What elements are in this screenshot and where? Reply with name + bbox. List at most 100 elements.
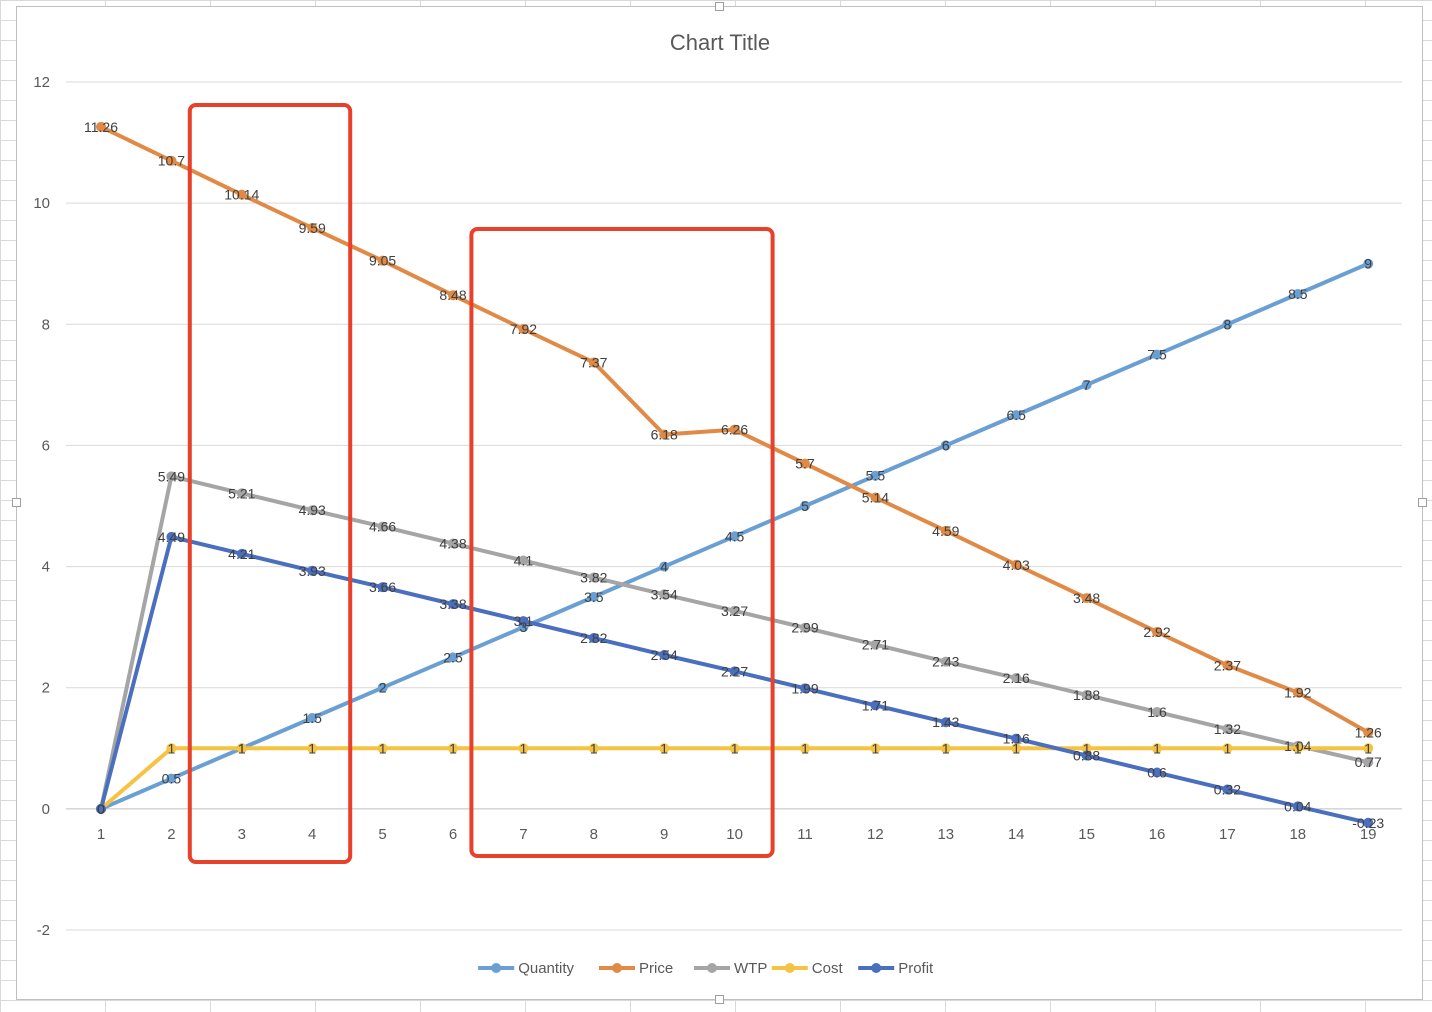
data-point-quantity[interactable] [1011,410,1022,421]
data-point-quantity[interactable] [1081,379,1092,390]
data-point-price[interactable] [96,121,106,132]
data-point-cost[interactable] [236,743,247,754]
data-point-cost[interactable] [1011,743,1022,754]
data-point-price[interactable] [518,324,529,335]
legend-item-price[interactable]: Price [599,960,673,977]
data-point-cost[interactable] [1363,743,1374,754]
data-point-wtp[interactable] [659,589,670,600]
data-point-profit[interactable] [1292,801,1303,812]
data-point-wtp[interactable] [1081,689,1092,700]
data-point-quantity[interactable] [377,682,388,693]
data-point-profit[interactable] [518,616,529,627]
data-point-profit[interactable] [448,599,458,610]
data-point-cost[interactable] [729,743,740,754]
legend-item-cost[interactable]: Cost [771,960,844,977]
data-point-quantity[interactable] [307,713,318,723]
data-point-wtp[interactable] [588,572,599,583]
legend-item-wtp[interactable]: WTP [694,960,767,977]
data-point-quantity[interactable] [166,773,177,784]
data-point-wtp[interactable] [448,538,458,549]
data-point-quantity[interactable] [448,652,458,663]
data-point-quantity[interactable] [1292,289,1303,299]
resize-handle-right[interactable] [1418,498,1427,507]
data-point-profit[interactable] [166,531,177,542]
data-point-wtp[interactable] [377,521,388,532]
series-lines[interactable] [99,124,1371,825]
data-point-wtp[interactable] [236,488,247,499]
data-point-profit[interactable] [1011,733,1022,744]
data-point-profit[interactable] [659,650,670,661]
data-point-wtp[interactable] [870,639,881,650]
data-point-price[interactable] [729,424,740,435]
data-point-profit[interactable] [1081,750,1092,761]
data-point-price[interactable] [1011,559,1022,570]
data-point-cost[interactable] [588,743,599,754]
data-point-wtp[interactable] [1222,723,1233,734]
data-point-cost[interactable] [166,743,177,754]
series-line-profit[interactable] [99,534,1371,825]
series-markers[interactable] [96,121,1374,828]
data-point-price[interactable] [1081,593,1092,604]
data-point-price[interactable] [236,189,247,200]
data-point-quantity[interactable] [1152,349,1162,360]
data-point-profit[interactable] [307,565,318,576]
data-point-profit[interactable] [940,717,951,728]
data-point-profit[interactable] [377,582,388,593]
data-point-wtp[interactable] [729,605,740,616]
data-point-cost[interactable] [870,743,881,754]
data-point-cost[interactable] [1081,743,1092,754]
data-point-wtp[interactable] [166,471,177,482]
data-point-price[interactable] [870,492,881,503]
data-point-wtp[interactable] [1363,757,1374,768]
resize-handle-left[interactable] [12,498,21,507]
data-point-price[interactable] [940,525,951,536]
legend[interactable]: Quantity Price WTP Cost Profit [478,960,934,977]
data-point-cost[interactable] [448,743,458,754]
data-point-cost[interactable] [800,743,810,754]
resize-handle-bottom[interactable] [715,995,724,1004]
data-point-profit[interactable] [729,666,740,677]
data-point-price[interactable] [448,290,458,301]
data-point-cost[interactable] [1292,743,1303,754]
legend-item-quantity[interactable]: Quantity [478,960,575,977]
data-point-profit[interactable] [870,700,881,711]
data-point-quantity[interactable] [1363,258,1374,269]
data-point-cost[interactable] [1152,743,1162,754]
data-point-quantity[interactable] [870,470,881,481]
data-point-profit[interactable] [1363,817,1374,828]
chart-title[interactable]: Chart Title [670,30,770,55]
data-point-wtp[interactable] [1011,673,1022,684]
resize-handle-top[interactable] [715,2,724,11]
chart-area[interactable] [16,6,1423,1000]
data-point-profit[interactable] [800,683,810,694]
data-point-profit[interactable] [588,633,599,644]
data-point-price[interactable] [1363,727,1374,738]
data-point-wtp[interactable] [940,656,951,667]
data-point-quantity[interactable] [588,591,599,602]
data-point-cost[interactable] [1222,743,1233,754]
data-point-price[interactable] [377,255,388,266]
data-point-cost[interactable] [307,743,318,754]
data-point-price[interactable] [1222,660,1233,671]
data-point-quantity[interactable] [659,561,670,572]
data-point-wtp[interactable] [307,505,318,516]
legend-item-profit[interactable]: Profit [858,960,934,977]
data-point-cost[interactable] [940,743,951,754]
data-point-quantity[interactable] [1222,319,1233,330]
data-point-wtp[interactable] [518,555,529,566]
data-point-price[interactable] [800,458,810,469]
data-point-price[interactable] [659,429,670,440]
data-point-wtp[interactable] [800,622,810,633]
data-point-wtp[interactable] [1152,706,1162,717]
data-point-price[interactable] [1292,687,1303,698]
data-point-cost[interactable] [377,743,388,754]
data-point-quantity[interactable] [800,501,810,511]
data-point-price[interactable] [166,155,177,166]
data-point-quantity[interactable] [940,440,951,451]
data-point-profit[interactable] [236,548,247,559]
data-point-price[interactable] [1152,626,1162,637]
data-point-profit[interactable] [96,803,106,814]
data-point-profit[interactable] [1152,767,1162,778]
data-point-price[interactable] [588,357,599,368]
